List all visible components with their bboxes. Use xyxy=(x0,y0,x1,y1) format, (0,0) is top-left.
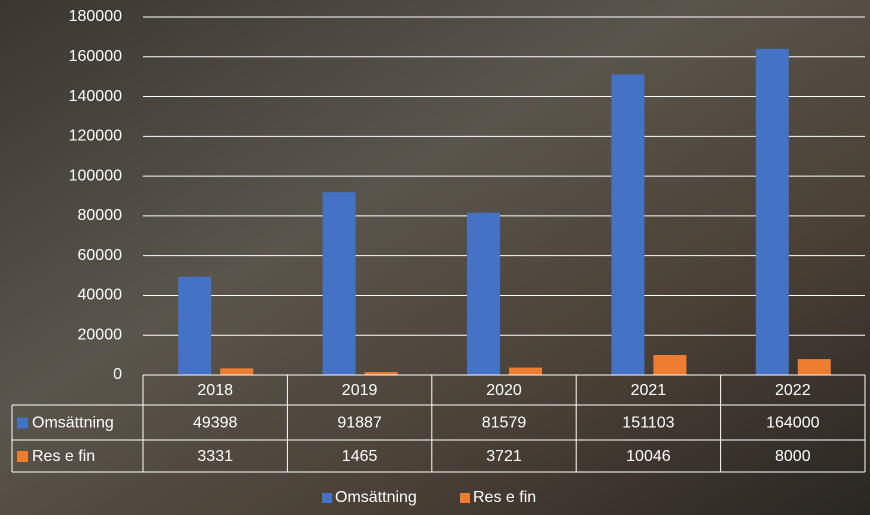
table-value: 49398 xyxy=(193,415,238,432)
bar xyxy=(797,359,831,375)
y-tick-label: 20000 xyxy=(78,326,123,343)
table-value: 164000 xyxy=(766,415,819,432)
x-tick-label: 2022 xyxy=(775,382,811,399)
table-value: 151103 xyxy=(622,415,674,432)
table-value: 8000 xyxy=(775,448,811,465)
table-value: 81579 xyxy=(482,415,527,432)
y-tick-label: 40000 xyxy=(78,287,123,304)
table-value: 10046 xyxy=(626,448,671,465)
bar xyxy=(178,276,212,375)
x-tick-label: 2019 xyxy=(342,382,378,399)
bar xyxy=(755,48,789,375)
y-tick-label: 160000 xyxy=(69,48,122,65)
bar xyxy=(653,355,687,375)
legend-key xyxy=(322,493,332,503)
y-tick-label: 0 xyxy=(113,366,122,383)
y-tick-label: 100000 xyxy=(69,167,122,184)
legend-label: Res e fin xyxy=(473,489,536,506)
bar xyxy=(611,74,645,375)
x-tick-label: 2021 xyxy=(631,382,667,399)
y-tick-label: 140000 xyxy=(69,88,122,105)
plot: 0 20000 40000 60000 80000 100000 120000 140000 1… xyxy=(11,8,866,506)
x-tick-label: 2018 xyxy=(197,382,233,399)
table-value: 3721 xyxy=(486,448,522,465)
bar xyxy=(322,192,356,375)
legend-key xyxy=(17,451,28,462)
table-value: 1465 xyxy=(342,448,378,465)
legend-label: Omsättning xyxy=(335,489,417,506)
y-tick-label: 80000 xyxy=(78,207,123,224)
y-tick-label: 180000 xyxy=(69,8,122,25)
x-tick-label: 2020 xyxy=(486,382,522,399)
y-tick-label: 120000 xyxy=(69,128,122,145)
y-tick-label: 60000 xyxy=(78,247,123,264)
row-label: Omsättning xyxy=(32,415,114,432)
row-label: Res e fin xyxy=(32,448,95,465)
bar xyxy=(467,212,500,375)
table-value: 3331 xyxy=(197,448,233,465)
legend-key xyxy=(17,417,28,429)
bar xyxy=(220,368,254,375)
bar xyxy=(364,372,398,375)
bar xyxy=(509,367,542,375)
legend-key xyxy=(460,493,470,503)
table-value: 91887 xyxy=(337,415,382,432)
